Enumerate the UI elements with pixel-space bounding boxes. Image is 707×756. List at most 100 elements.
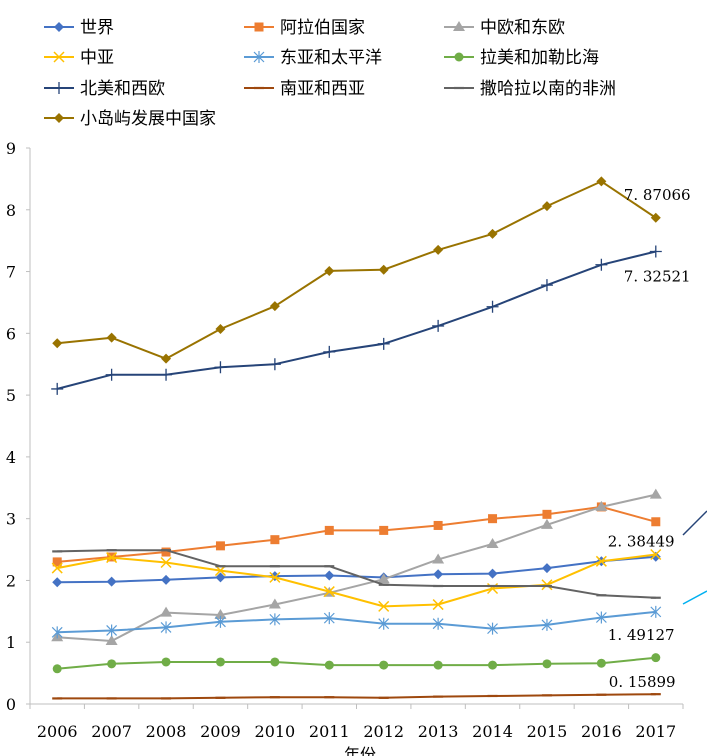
data-point — [324, 525, 334, 535]
x-tick-label: 2007 — [91, 722, 132, 741]
data-point — [160, 621, 172, 634]
data-point — [488, 660, 498, 670]
data-point — [214, 361, 227, 374]
y-tick-label: 0 — [6, 695, 16, 714]
legend-label: 东亚和太平洋 — [280, 48, 382, 68]
data-point — [486, 537, 499, 548]
legend-item: 小岛屿发展中国家 — [44, 109, 216, 129]
data-point — [377, 573, 390, 584]
x-tick-label: 2009 — [200, 722, 241, 741]
data-point — [269, 613, 281, 626]
data-point — [324, 570, 335, 581]
data-point — [268, 598, 281, 609]
x-tick-label: 2016 — [581, 722, 622, 741]
data-point — [106, 332, 117, 343]
data-point — [651, 517, 661, 527]
data-point — [596, 176, 607, 187]
legend-item: 中亚 — [44, 48, 114, 68]
y-tick-label: 8 — [6, 201, 16, 220]
data-point — [433, 569, 444, 580]
series-北美和西欧 — [51, 245, 662, 395]
data-point — [215, 324, 226, 335]
x-tick-label: 2010 — [255, 722, 296, 741]
x-tick-label: 2012 — [363, 722, 404, 741]
data-point — [486, 300, 499, 313]
y-tick-label: 4 — [6, 448, 16, 467]
data-point — [378, 264, 389, 275]
legend-label: 中欧和东欧 — [480, 18, 565, 38]
data-point — [541, 579, 553, 591]
y-tick-label: 5 — [6, 386, 16, 405]
data-point — [649, 245, 662, 258]
data-point — [52, 338, 63, 349]
data-point — [540, 518, 553, 529]
data-point — [379, 525, 389, 535]
data-point — [541, 201, 552, 212]
series-东亚和太平洋 — [51, 605, 662, 639]
data-point — [51, 562, 63, 574]
series-line — [57, 693, 656, 700]
x-tick-label: 2006 — [37, 722, 78, 741]
series-拉美和加勒比海 — [52, 653, 661, 674]
data-label: 7. 87066 — [624, 186, 691, 204]
data-point — [52, 577, 63, 588]
y-tick-label: 9 — [6, 139, 16, 158]
data-point — [253, 51, 265, 63]
series-阿拉伯国家 — [52, 502, 661, 567]
data-point — [268, 358, 281, 371]
data-point — [54, 22, 64, 32]
y-tick-label: 6 — [6, 324, 16, 343]
data-point — [650, 605, 662, 618]
data-point — [323, 345, 336, 358]
legend-item: 东亚和太平洋 — [244, 48, 382, 68]
data-point — [269, 571, 281, 583]
annotations: 7. 87066 7. 32521 2. 38449 1. 49127 0. 15899 — [608, 186, 691, 691]
series-line — [57, 505, 657, 563]
data-point — [105, 368, 118, 381]
data-point — [379, 660, 389, 670]
data-point — [106, 576, 117, 587]
legend-item: 阿拉伯国家 — [244, 18, 365, 38]
legend-label: 小岛屿发展中国家 — [80, 109, 216, 129]
data-point — [595, 555, 607, 567]
legend-label: 世界 — [80, 18, 114, 38]
series-line — [57, 493, 657, 642]
data-point — [106, 552, 118, 564]
data-point — [432, 319, 445, 332]
data-point — [53, 82, 65, 94]
data-point — [214, 609, 227, 620]
data-point — [650, 212, 661, 223]
series-line — [57, 656, 656, 670]
y-tick-label: 2 — [6, 571, 16, 590]
data-point — [488, 514, 498, 524]
data-point — [649, 488, 662, 499]
legend-item: 中欧和东欧 — [444, 18, 565, 38]
legend-label: 中亚 — [80, 48, 114, 68]
data-point — [433, 244, 444, 255]
data-point — [542, 509, 552, 519]
y-tick-label: 7 — [6, 263, 16, 282]
data-point — [378, 600, 390, 612]
x-tick-label: 2015 — [527, 722, 568, 741]
data-point — [161, 353, 172, 364]
data-point — [52, 557, 62, 567]
legend-item: 北美和西欧 — [44, 79, 165, 99]
data-point — [540, 279, 553, 292]
data-point — [52, 664, 62, 674]
data-label: 0. 15899 — [609, 673, 676, 691]
data-point — [454, 52, 464, 62]
x-tick-label: 2011 — [309, 722, 350, 741]
data-point — [595, 611, 607, 624]
data-point — [215, 615, 226, 628]
series-南亚和西亚 — [52, 693, 661, 700]
data-point — [269, 301, 280, 312]
series-撒哈拉以南的非洲 — [52, 549, 661, 599]
data-label: 1. 49127 — [608, 626, 675, 644]
data-point — [378, 617, 390, 630]
data-point — [541, 618, 553, 631]
x-tick-label: 2014 — [472, 722, 513, 741]
axes: 0 1 2 3 4 5 6 7 8 9 2006 2007 2008 2009 2010 2011 2012 20… — [6, 139, 684, 741]
series-line — [57, 180, 657, 360]
data-point — [487, 228, 498, 239]
